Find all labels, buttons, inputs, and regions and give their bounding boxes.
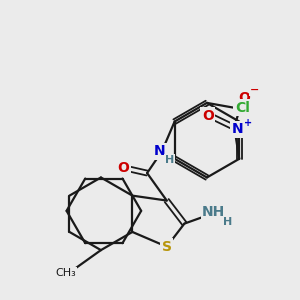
Text: O: O	[202, 109, 214, 123]
Text: NH: NH	[202, 205, 226, 219]
Text: N: N	[232, 122, 243, 136]
Text: −: −	[250, 85, 260, 95]
Text: +: +	[244, 118, 252, 128]
Text: CH₃: CH₃	[55, 268, 76, 278]
Text: O: O	[118, 161, 130, 175]
Text: Cl: Cl	[235, 101, 250, 115]
Text: S: S	[162, 240, 172, 254]
Text: N: N	[154, 145, 166, 158]
Text: H: H	[165, 155, 174, 165]
Text: O: O	[238, 91, 250, 105]
Text: H: H	[223, 217, 232, 226]
